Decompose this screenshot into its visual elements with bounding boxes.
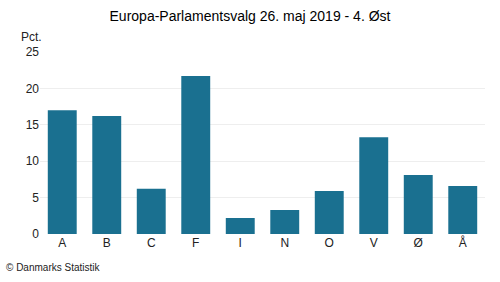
svg-text:V: V (370, 236, 378, 250)
svg-text:Å: Å (459, 235, 467, 250)
svg-text:25: 25 (26, 45, 40, 59)
svg-text:I: I (239, 236, 242, 250)
svg-text:5: 5 (32, 191, 39, 205)
svg-text:C: C (147, 236, 156, 250)
svg-text:Ø: Ø (414, 236, 423, 250)
svg-text:10: 10 (26, 154, 40, 168)
svg-text:O: O (325, 236, 334, 250)
svg-text:0: 0 (32, 227, 39, 241)
svg-text:© Danmarks Statistik: © Danmarks Statistik (6, 262, 101, 273)
svg-text:Pct.: Pct. (21, 30, 42, 44)
svg-text:F: F (192, 236, 199, 250)
svg-text:15: 15 (26, 118, 40, 132)
svg-text:B: B (103, 236, 111, 250)
svg-text:N: N (280, 236, 289, 250)
svg-text:A: A (58, 236, 66, 250)
svg-text:Europa-Parlamentsvalg 26. maj: Europa-Parlamentsvalg 26. maj 2019 - 4. … (110, 8, 391, 24)
svg-text:20: 20 (26, 82, 40, 96)
